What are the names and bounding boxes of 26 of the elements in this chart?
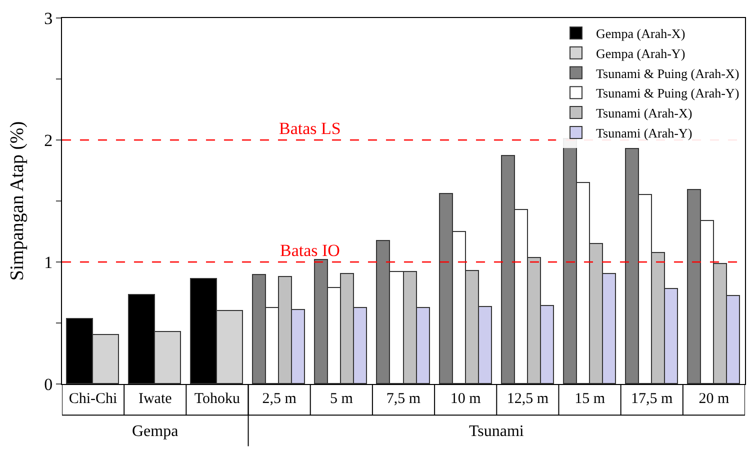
y-axis-title: Simpangan Atap (%) [6, 121, 28, 281]
legend-label: Tsunami & Puing (Arah-X) [596, 66, 740, 81]
x-tick-label: 10 m [450, 391, 482, 407]
y-tick-label: 2 [44, 130, 53, 150]
x-tick-label: 5 m [330, 391, 354, 407]
ref-line-label: Batas IO [280, 241, 340, 260]
legend-label: Tsunami (Arah-X) [596, 106, 692, 121]
legend-label: Tsunami (Arah-Y) [596, 126, 692, 141]
x-tick-label: 2,5 m [262, 391, 297, 407]
x-tick-label: Iwate [138, 391, 172, 407]
x-tick-label: 12,5 m [506, 391, 549, 407]
legend-label: Tsunami & Puing (Arah-Y) [596, 86, 740, 101]
x-tick-label: 15 m [574, 391, 606, 407]
x-tick-label: 17,5 m [631, 391, 674, 407]
y-tick-label: 3 [44, 8, 53, 28]
text: Tsunami [469, 423, 524, 440]
x-tick-label: 7,5 m [386, 391, 421, 407]
legend-label: Gempa (Arah-X) [596, 26, 686, 42]
ref-line-label: Batas LS [279, 119, 341, 138]
x-tick-label: Chi-Chi [68, 391, 118, 407]
x-tick-label: 20 m [698, 391, 730, 407]
text: Gempa [132, 423, 178, 440]
y-tick-label: 1 [44, 252, 53, 272]
x-tick-label: Tohoku [194, 391, 241, 407]
legend-label: Gempa (Arah-Y) [596, 46, 686, 61]
y-tick-label: 0 [44, 374, 53, 394]
